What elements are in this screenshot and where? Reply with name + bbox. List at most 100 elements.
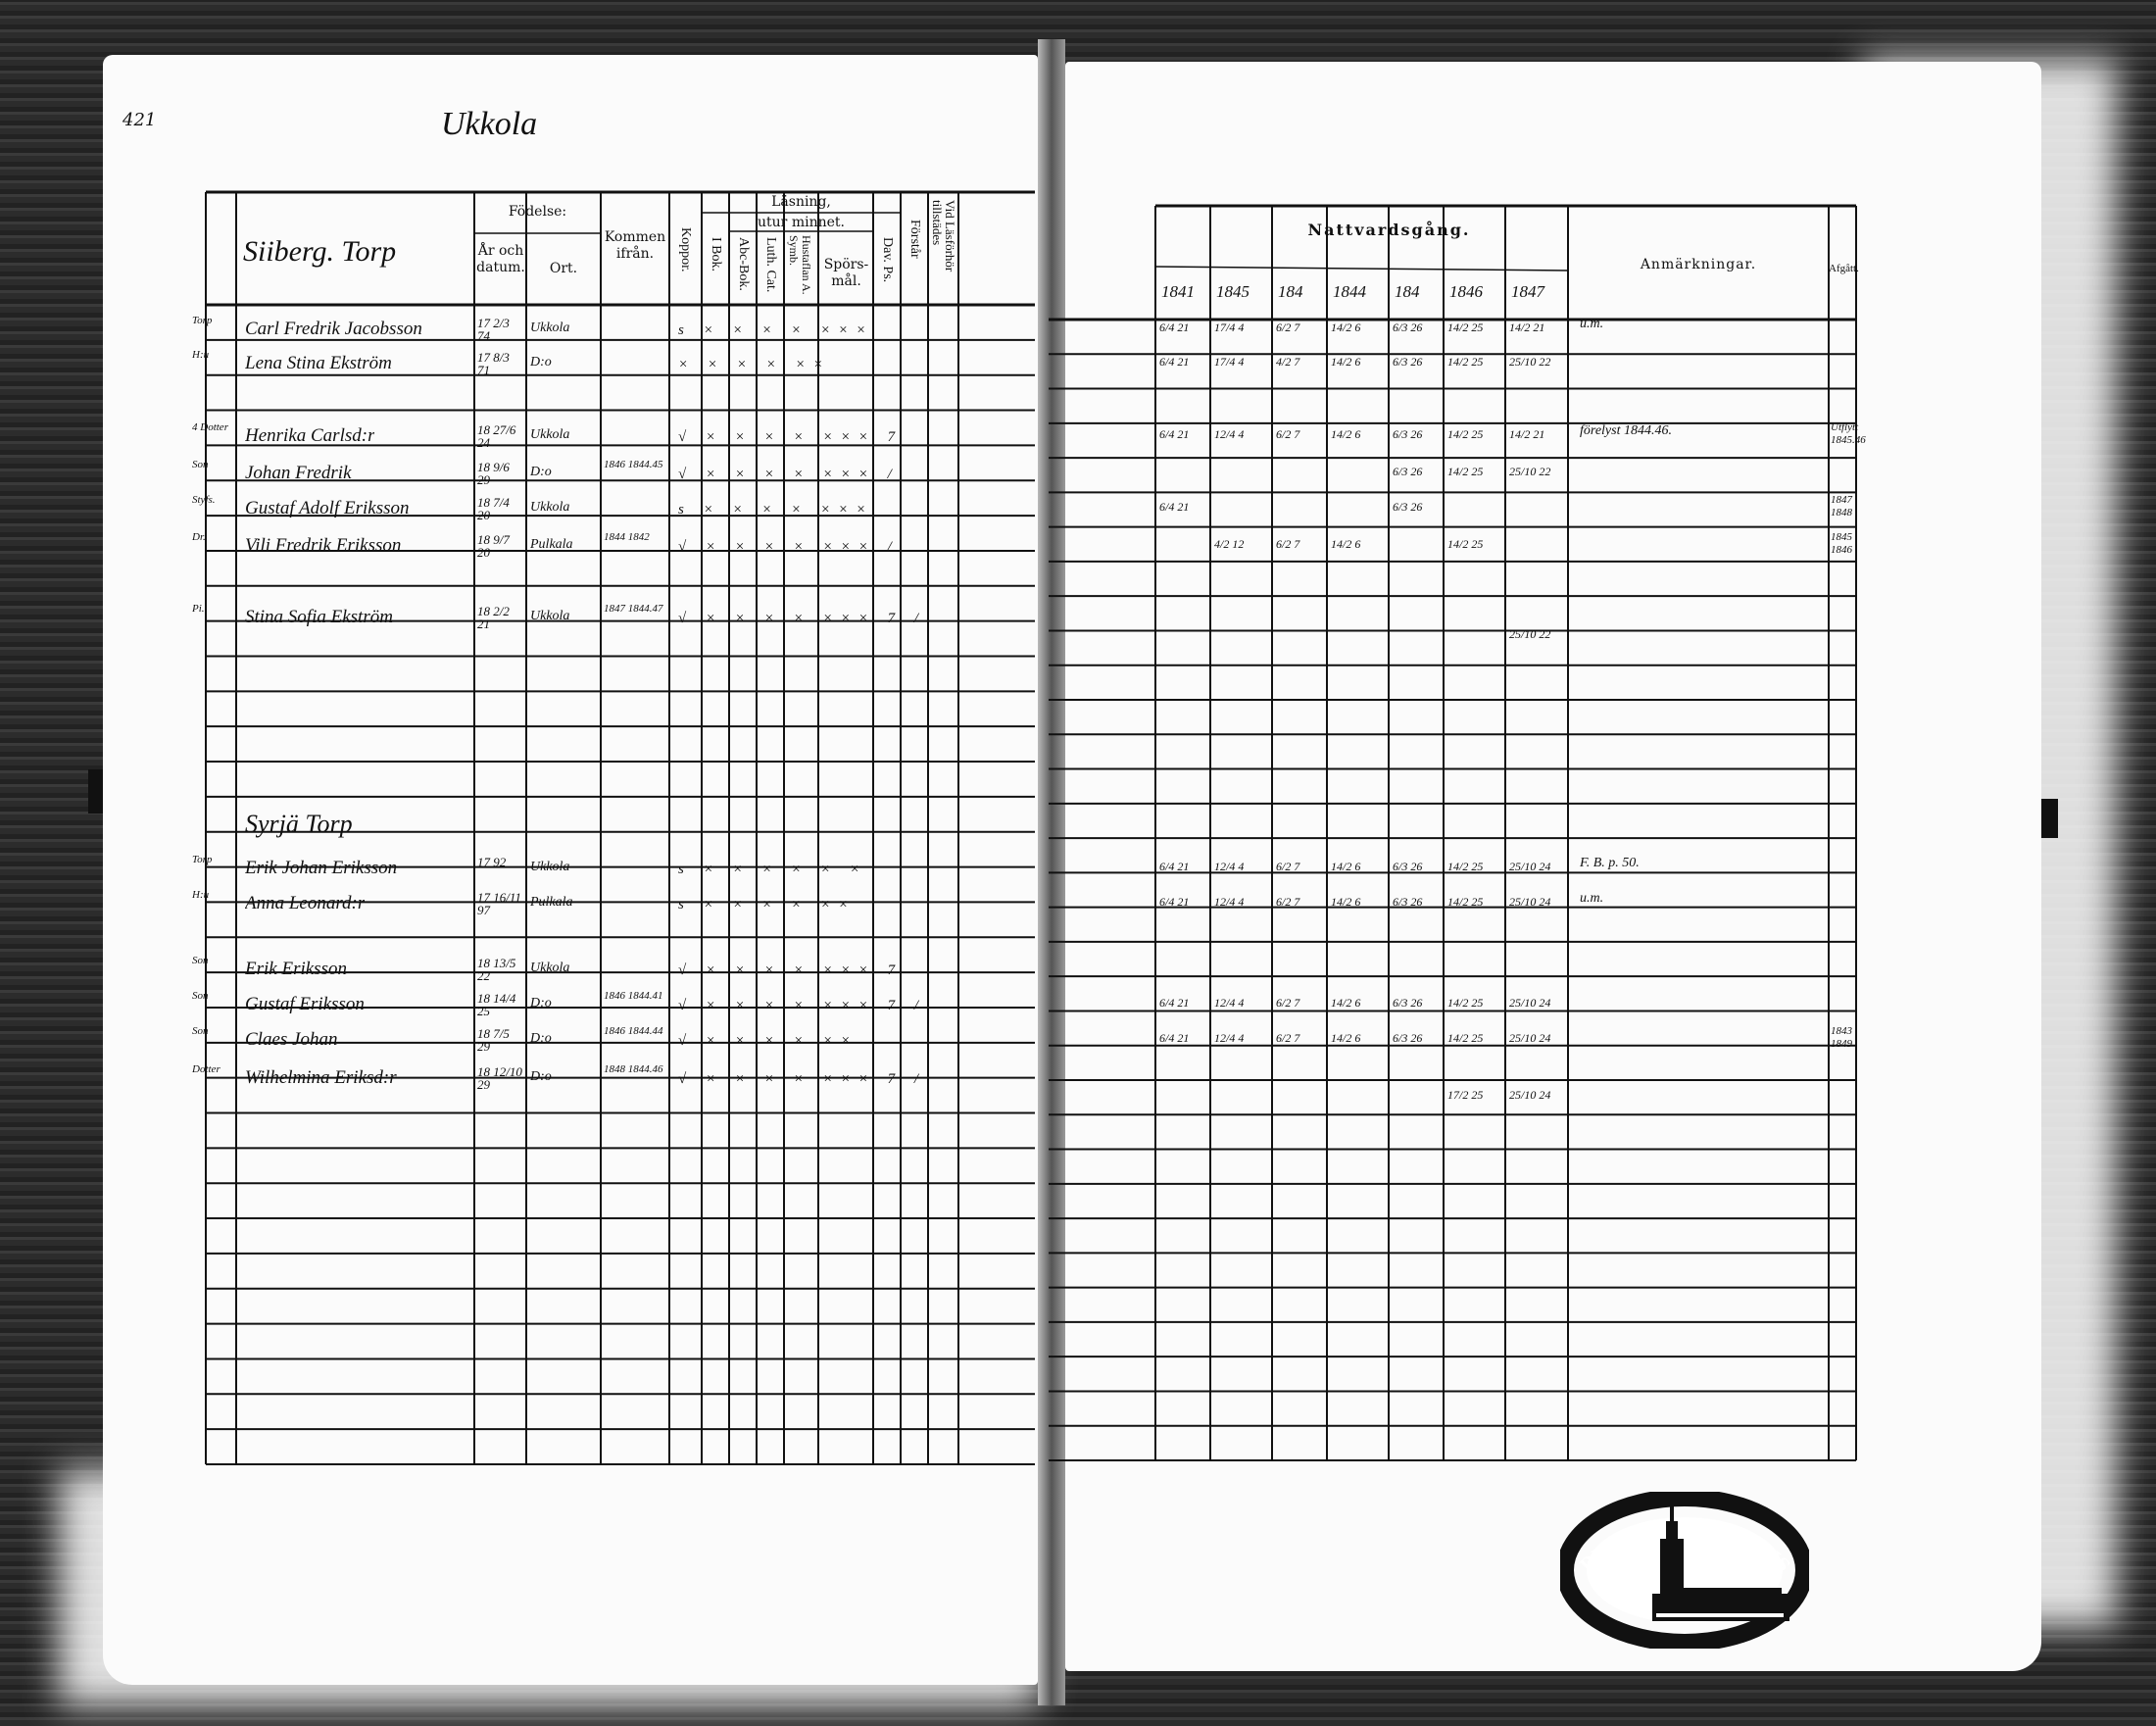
- entry-reading-marks: × × × × ××: [678, 357, 831, 372]
- entry-reading-marks: √ × × × × ××× 7: [678, 962, 904, 978]
- entry-role: Pi.: [192, 603, 205, 615]
- communion-mark: 4/2 7: [1276, 355, 1300, 369]
- communion-mark: 6/4 21: [1159, 500, 1190, 514]
- entry-birth-date: 18 13/5 22: [477, 956, 516, 983]
- communion-mark: 14/2 6: [1331, 1031, 1361, 1045]
- header-forstar: Förstår: [907, 220, 922, 259]
- communion-mark: 6/2 7: [1276, 537, 1300, 551]
- entry-name: Vili Fredrik Eriksson: [245, 535, 402, 556]
- header-sporsmal: Spörs-mål.: [823, 257, 869, 289]
- header-year: 1846: [1449, 282, 1483, 301]
- entry-reading-marks: √ × × × × ××: [678, 1033, 858, 1049]
- entry-birth-place: Ukkola: [530, 321, 570, 335]
- communion-mark: 14/2 25: [1447, 465, 1484, 478]
- remark: F. B. p. 50.: [1580, 856, 1640, 870]
- header-hustaflan: Hustaflan A. Symb.: [787, 235, 813, 295]
- entry-reading-marks: √ × × × × ××× 7 /: [678, 998, 927, 1013]
- header-ort: Ort.: [549, 261, 578, 276]
- entry-birth-place: Ukkola: [530, 961, 570, 975]
- rule-line: [1154, 266, 1569, 271]
- communion-mark: 6/2 7: [1276, 1031, 1300, 1045]
- entry-came-from: 1846 1844.41: [604, 990, 663, 1002]
- diocese-stamp: DIOECESIS ABOENSIS: [1560, 1492, 1809, 1649]
- communion-mark: 14/2 6: [1331, 895, 1361, 909]
- entry-birth-date: 18 27/6 24: [477, 422, 516, 450]
- communion-mark: 25/10 24: [1509, 895, 1551, 909]
- header-fodelse: Födelse:: [508, 204, 567, 220]
- communion-mark: 6/3 26: [1393, 996, 1423, 1010]
- entry-birth-date: 18 7/5 29: [477, 1026, 510, 1054]
- header-year: 184: [1278, 282, 1303, 301]
- communion-mark: 25/10 24: [1509, 860, 1551, 873]
- entry-came-from: 1847 1844.47: [604, 603, 663, 615]
- entry-birth-place: D:o: [530, 1031, 552, 1046]
- entry-role: Styfs.: [192, 494, 216, 506]
- communion-mark: 12/4 4: [1214, 427, 1245, 441]
- communion-mark: 6/3 26: [1393, 860, 1423, 873]
- communion-mark: 25/10 22: [1509, 465, 1551, 478]
- entry-name: Henrika Carlsd:r: [245, 425, 375, 446]
- entry-birth-place: D:o: [530, 355, 552, 370]
- communion-mark: 6/3 26: [1393, 465, 1423, 478]
- entry-role: Son: [192, 990, 209, 1002]
- entry-came-from: 1846 1844.45: [604, 459, 663, 470]
- entry-role: Torp: [192, 315, 213, 326]
- departure: 1847 1848: [1831, 494, 1852, 518]
- communion-mark: 17/2 25: [1447, 1088, 1484, 1102]
- header-year: 1845: [1216, 282, 1250, 301]
- entry-role: Son: [192, 955, 209, 966]
- header-year: 1841: [1161, 282, 1195, 301]
- communion-mark: 14/2 6: [1331, 996, 1361, 1010]
- communion-mark: 14/2 6: [1331, 321, 1361, 334]
- header-afgatt: Afgått.: [1829, 263, 1859, 274]
- communion-mark: 6/3 26: [1393, 321, 1423, 334]
- communion-mark: 6/4 21: [1159, 996, 1190, 1010]
- entry-reading-marks: √ × × × × ××× 7 /: [678, 611, 927, 626]
- communion-mark: 25/10 22: [1509, 355, 1551, 369]
- communion-mark: 25/10 22: [1509, 627, 1551, 641]
- communion-mark: 14/2 25: [1447, 1031, 1484, 1045]
- entry-birth-date: 17 16/11 97: [477, 890, 521, 917]
- communion-mark: 6/4 21: [1159, 1031, 1190, 1045]
- entry-birth-date: 18 2/2 21: [477, 604, 510, 631]
- header-year: 1847: [1511, 282, 1544, 301]
- page-number: 421: [122, 110, 157, 130]
- communion-mark: 17/4 4: [1214, 321, 1245, 334]
- section-title-siiberg: Siiberg. Torp: [243, 235, 397, 268]
- communion-mark: 14/2 6: [1331, 860, 1361, 873]
- communion-mark: 14/2 25: [1447, 355, 1484, 369]
- entry-birth-date: 17 92: [477, 855, 507, 869]
- entry-birth-place: Pulkala: [530, 537, 573, 552]
- header-year: 184: [1395, 282, 1420, 301]
- entry-name: Erik Eriksson: [245, 959, 347, 979]
- header-ar-datum: År och datum.: [476, 243, 525, 275]
- communion-mark: 6/2 7: [1276, 860, 1300, 873]
- entry-birth-place: D:o: [530, 465, 552, 479]
- communion-mark: 6/4 21: [1159, 321, 1190, 334]
- communion-mark: 14/2 25: [1447, 427, 1484, 441]
- entry-birth-date: 18 14/4 25: [477, 991, 516, 1018]
- section-title-syrja: Syrjä Torp: [245, 810, 353, 838]
- header-luth-cat: Luth. Cat.: [763, 237, 778, 293]
- communion-mark: 14/2 21: [1509, 427, 1545, 441]
- communion-mark: 14/2 25: [1447, 895, 1484, 909]
- header-abc-bok: Abc-Bok.: [736, 237, 751, 291]
- remark: u.m.: [1580, 891, 1604, 906]
- communion-mark: 6/2 7: [1276, 996, 1300, 1010]
- header-kommen-ifran: Kommen ifrån.: [604, 229, 666, 262]
- communion-mark: 14/2 6: [1331, 427, 1361, 441]
- entry-name: Johan Fredrik: [245, 463, 352, 483]
- communion-mark: 6/3 26: [1393, 1031, 1423, 1045]
- entry-reading-marks: s × × × × × ×: [678, 862, 868, 877]
- departure: 1843 1849: [1831, 1025, 1852, 1050]
- communion-mark: 6/3 26: [1393, 500, 1423, 514]
- communion-mark: 12/4 4: [1214, 996, 1245, 1010]
- header-nattvardsgang: Nattvardsgång.: [1307, 221, 1471, 239]
- communion-mark: 17/4 4: [1214, 355, 1245, 369]
- entry-birth-date: 18 9/7 20: [477, 532, 510, 560]
- communion-mark: 12/4 4: [1214, 895, 1245, 909]
- entry-reading-marks: √ × × × × ××× /: [678, 539, 900, 555]
- entry-name: Gustaf Eriksson: [245, 994, 365, 1014]
- remark: u.m.: [1580, 317, 1604, 331]
- entry-name: Lena Stina Ekström: [245, 353, 392, 373]
